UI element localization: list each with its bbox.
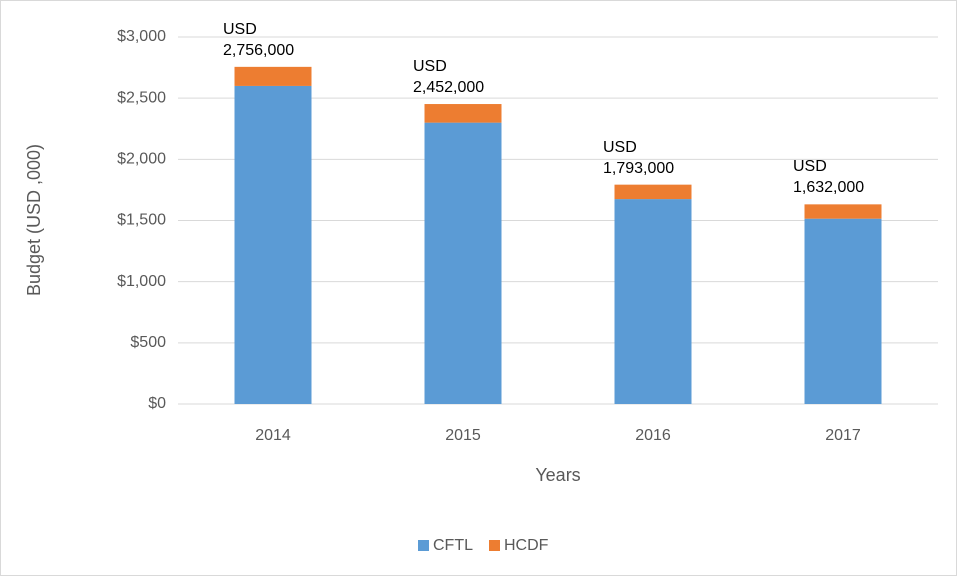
x-tick-label: 2016 — [635, 427, 671, 444]
x-tick-label: 2015 — [445, 427, 481, 444]
legend-swatch — [489, 540, 500, 551]
total-label: USD 1,632,000 — [793, 158, 865, 197]
y-tick-label: $2,500 — [117, 89, 166, 106]
bar-segment — [424, 104, 502, 123]
legend-swatch — [418, 540, 429, 551]
x-tick-label: 2017 — [825, 427, 861, 444]
y-tick-label: $500 — [130, 334, 166, 351]
bar-segment — [804, 204, 882, 219]
x-tick-label: 2014 — [255, 427, 291, 444]
y-tick-label: $2,000 — [117, 151, 166, 168]
bar-segment — [424, 122, 502, 404]
total-label: USD 2,756,000 — [223, 20, 295, 59]
y-tick-label: $1,500 — [117, 212, 166, 229]
bar-segment — [804, 218, 882, 404]
x-axis-title: Years — [535, 465, 580, 485]
bar-segment — [614, 199, 692, 404]
total-label: USD 2,452,000 — [413, 58, 485, 97]
y-tick-label: $0 — [148, 395, 166, 412]
y-tick-label: $3,000 — [117, 28, 166, 45]
y-axis-title: Budget (USD ,000) — [24, 144, 44, 296]
bar-segment — [614, 184, 692, 200]
bar-segment — [234, 85, 312, 404]
legend-label: HCDF — [504, 537, 549, 554]
y-tick-label: $1,000 — [117, 273, 166, 290]
total-label: USD 1,793,000 — [603, 138, 675, 177]
legend-label: CFTL — [433, 537, 473, 554]
bar-segment — [234, 66, 312, 86]
